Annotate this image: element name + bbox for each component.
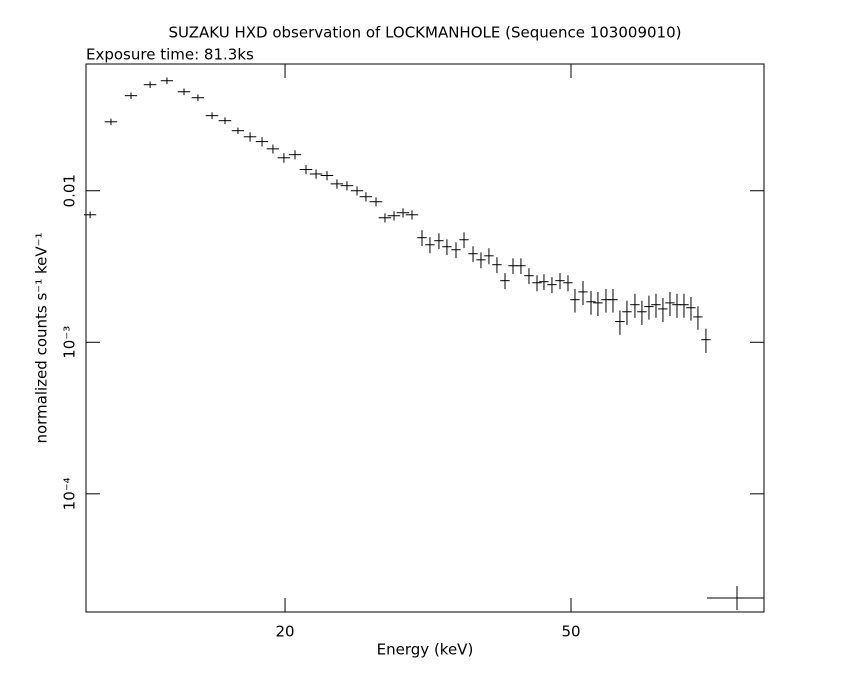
- chart-subtitle: Exposure time: 81.3ks: [86, 46, 254, 64]
- y-tick-label: 0.01: [61, 174, 79, 207]
- y-tick-label: 10⁻³: [61, 326, 79, 359]
- plot-frame: [85, 63, 765, 613]
- y-axis-label: normalized counts s⁻¹ keV⁻¹: [33, 232, 51, 443]
- x-axis-label: Energy (keV): [377, 641, 474, 659]
- chart-title: SUZAKU HXD observation of LOCKMANHOLE (S…: [169, 24, 682, 42]
- y-tick-label: 10⁻⁴: [61, 477, 79, 510]
- x-tick-label: 50: [561, 623, 580, 641]
- x-tick-label: 20: [275, 623, 294, 641]
